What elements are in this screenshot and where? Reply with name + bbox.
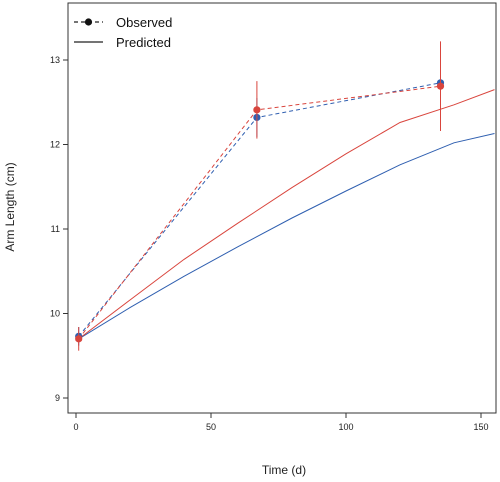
legend-label-observed: Observed <box>116 15 172 30</box>
x-tick-label: 150 <box>473 422 488 432</box>
predicted-line-1 <box>78 133 495 340</box>
y-tick-label: 13 <box>50 55 60 65</box>
plot-border <box>67 2 497 414</box>
legend-label-predicted: Predicted <box>116 35 171 50</box>
y-axis-title: Arm Length (cm) <box>3 162 17 251</box>
y-tick-label: 12 <box>50 140 60 150</box>
observed-point <box>75 335 83 343</box>
x-tick-label: 50 <box>206 422 216 432</box>
predicted-line-2 <box>78 89 495 340</box>
observed-point <box>436 82 445 90</box>
axis-ticks: 0 50 100 150 9 10 11 12 13 <box>50 55 489 432</box>
y-tick-label: 10 <box>50 309 60 319</box>
legend: Observed Predicted <box>74 15 172 50</box>
observed-line-2 <box>78 85 441 340</box>
legend-swatch-observed-point <box>84 18 93 26</box>
y-tick-label: 11 <box>51 224 60 234</box>
observed-point <box>253 106 261 114</box>
x-tick-label: 100 <box>338 422 353 432</box>
x-tick-label: 0 <box>73 422 78 432</box>
y-tick-label: 9 <box>55 393 60 403</box>
plot-frame <box>67 2 497 414</box>
x-axis-title: Time (d) <box>262 463 306 477</box>
chart-series <box>75 41 495 351</box>
